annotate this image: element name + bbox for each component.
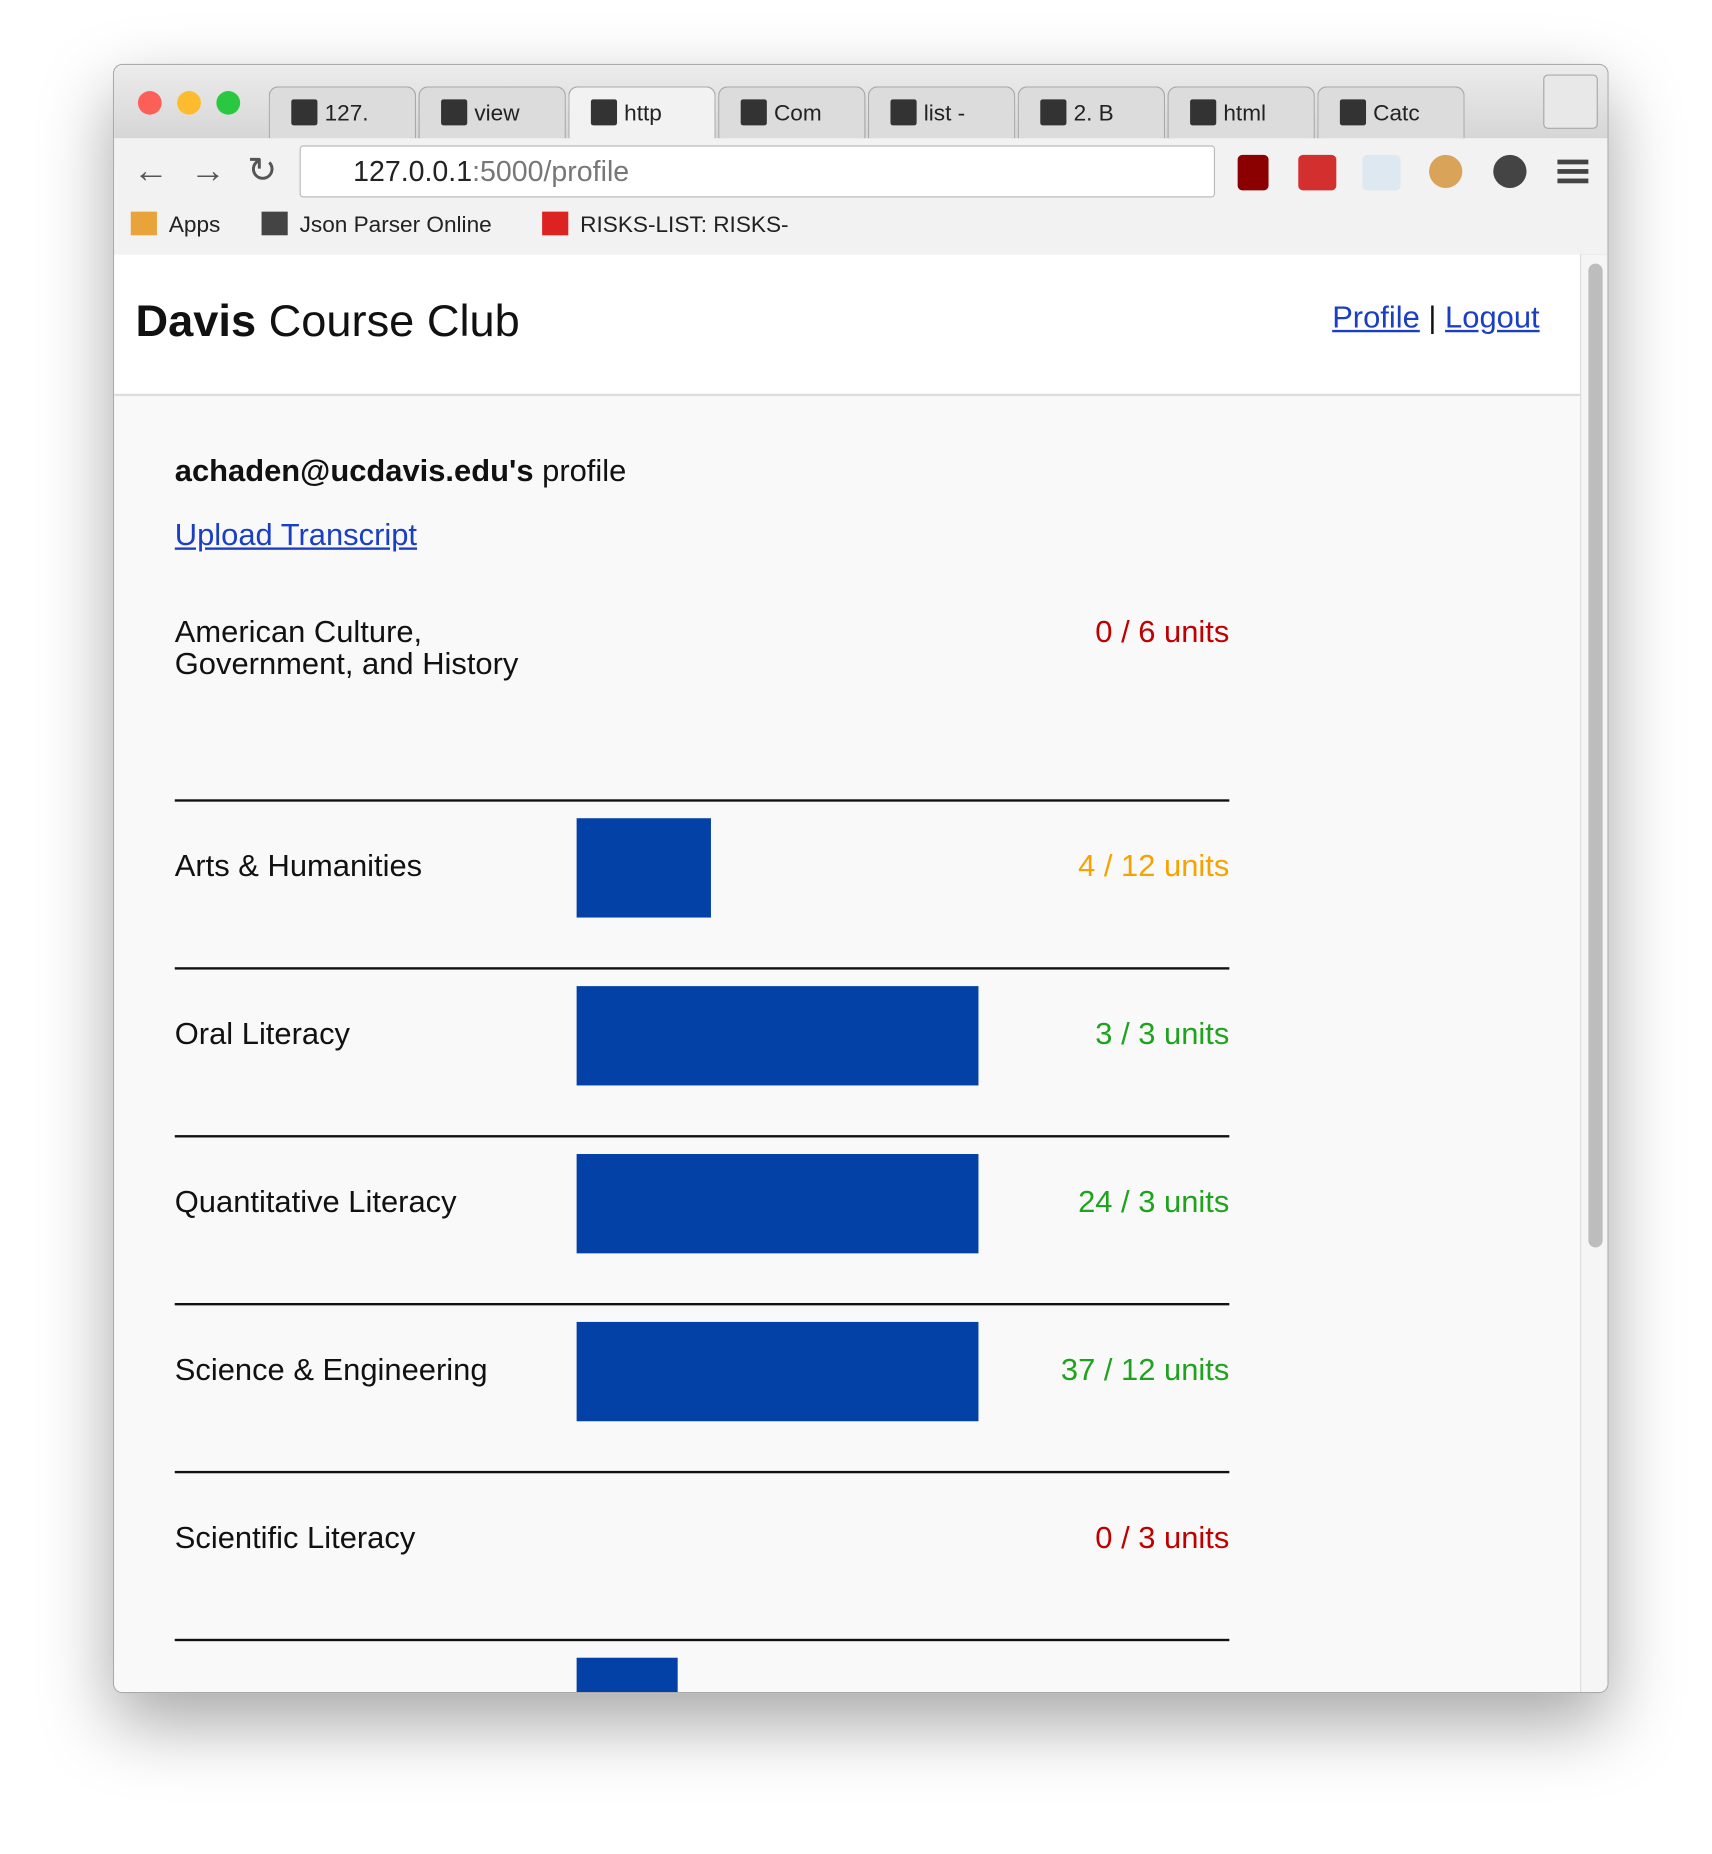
tab-title: 127. bbox=[324, 101, 369, 127]
bookmark[interactable]: Apps bbox=[130, 211, 221, 239]
bookmark-label: RISKS-LIST: RISKS- bbox=[580, 212, 789, 238]
profile-button[interactable] bbox=[1543, 74, 1598, 129]
progress-bar bbox=[576, 1154, 979, 1254]
upload-link[interactable]: Upload Transcript bbox=[174, 516, 418, 553]
requirement-name: Scientific Literacy bbox=[174, 1519, 416, 1555]
progress-bar bbox=[576, 986, 979, 1086]
tab-icon bbox=[740, 99, 767, 126]
nav-logout[interactable]: Logout bbox=[1445, 299, 1540, 335]
tab-title: list - bbox=[923, 101, 966, 127]
nav-separator: | bbox=[1428, 299, 1437, 335]
requirement-name: Social Sciences bbox=[175, 1689, 544, 1692]
minimize-button[interactable] bbox=[177, 91, 201, 115]
tab-icon bbox=[291, 99, 318, 126]
divider bbox=[174, 967, 1230, 970]
requirement-name: Oral Literacy bbox=[174, 1015, 350, 1052]
close-button[interactable] bbox=[137, 91, 162, 115]
divider bbox=[174, 799, 1230, 802]
site-title-rest: Course Club bbox=[268, 296, 520, 347]
tab-title: Com bbox=[773, 101, 822, 127]
extension-icons bbox=[1232, 154, 1589, 191]
address-bar[interactable]: 127.0.0.1:5000/profile bbox=[299, 145, 1216, 198]
tab[interactable]: Com bbox=[718, 86, 866, 139]
page-content: Davis Course Club Profile | Logout achad… bbox=[114, 254, 1581, 1693]
requirement-units: 0 / 3 units bbox=[1095, 1519, 1230, 1555]
site-nav: Profile | Logout bbox=[1332, 299, 1539, 336]
tab-title: http bbox=[624, 101, 662, 127]
bookmark-icon bbox=[542, 211, 569, 236]
requirement-units: 24 / 3 units bbox=[1078, 1183, 1230, 1220]
scrollbar[interactable] bbox=[1580, 254, 1608, 1693]
tab[interactable]: 127. bbox=[268, 86, 417, 139]
tab[interactable]: view bbox=[418, 86, 566, 139]
toolbar: ←→↻ 127.0.0.1:5000/profile Apps Json Pars… bbox=[114, 138, 1608, 256]
progress-bar bbox=[576, 1657, 678, 1693]
browser-window: 127. view http Com list - 2. B html Catc ←→↻ 12… bbox=[112, 63, 1609, 1694]
tab-icon bbox=[1190, 99, 1217, 126]
zoom-button[interactable] bbox=[216, 91, 241, 115]
requirement-name: American Culture, Government, and Histor… bbox=[174, 613, 519, 682]
requirement-units: 37 / 12 units bbox=[1060, 1351, 1230, 1387]
bookmark[interactable]: RISKS-LIST: RISKS- bbox=[542, 211, 789, 239]
profile-suffix: profile bbox=[542, 452, 627, 489]
scroll-thumb[interactable] bbox=[1588, 263, 1603, 1248]
nav-buttons[interactable]: ←→↻ bbox=[133, 151, 299, 191]
tab[interactable]: 2. B bbox=[1017, 86, 1166, 139]
requirement-name: Science & Engineering bbox=[174, 1351, 488, 1387]
site-title: Davis Course Club bbox=[136, 297, 520, 348]
site-title-bold: Davis bbox=[135, 296, 257, 347]
tab-title: view bbox=[474, 101, 520, 127]
divider bbox=[174, 1303, 1230, 1306]
tab-icon bbox=[1339, 99, 1367, 126]
bookmark-icon bbox=[130, 211, 157, 236]
requirement-name: Quantitative Literacy bbox=[174, 1183, 457, 1220]
bookmark-label: Json Parser Online bbox=[299, 212, 492, 238]
site-header: Davis Course Club Profile | Logout bbox=[114, 254, 1581, 397]
progress-bar bbox=[576, 818, 711, 918]
divider bbox=[174, 1470, 1230, 1474]
tab-title: 2. B bbox=[1073, 101, 1114, 127]
tab[interactable]: Catc bbox=[1317, 86, 1465, 139]
tab-strip: 127. view http Com list - 2. B html Catc bbox=[114, 65, 1608, 139]
requirement-units: 4 / 12 units bbox=[1078, 847, 1230, 884]
url-path: :5000/profile bbox=[472, 156, 630, 189]
profile-heading: achaden@ucdavis.edu's profile bbox=[175, 453, 627, 490]
tab-icon bbox=[441, 99, 468, 126]
requirement-name: Arts & Humanities bbox=[174, 847, 423, 884]
divider bbox=[174, 1135, 1230, 1138]
tab-icon bbox=[1040, 99, 1067, 126]
tab[interactable]: html bbox=[1167, 86, 1315, 139]
tab-icon bbox=[590, 99, 618, 126]
tab-title: html bbox=[1223, 101, 1267, 127]
tab-icon bbox=[890, 99, 917, 126]
profile-email: achaden@ucdavis.edu's bbox=[174, 452, 534, 489]
tab[interactable]: http bbox=[568, 86, 716, 139]
tab-title: Catc bbox=[1373, 101, 1420, 127]
bookmark[interactable]: Json Parser Online bbox=[261, 211, 492, 239]
divider bbox=[174, 1638, 1230, 1642]
bookmark-icon bbox=[261, 211, 288, 236]
tab[interactable]: list - bbox=[867, 86, 1016, 139]
progress-bar bbox=[576, 1321, 979, 1422]
bookmark-label: Apps bbox=[168, 212, 221, 238]
nav-profile[interactable]: Profile bbox=[1332, 299, 1420, 335]
requirement-units: 3 / 12 units bbox=[1078, 1689, 1229, 1692]
requirement-units: 3 / 3 units bbox=[1095, 1015, 1230, 1052]
requirement-units: 0 / 6 units bbox=[1095, 613, 1230, 650]
url-host: 127.0.0.1 bbox=[353, 156, 473, 189]
